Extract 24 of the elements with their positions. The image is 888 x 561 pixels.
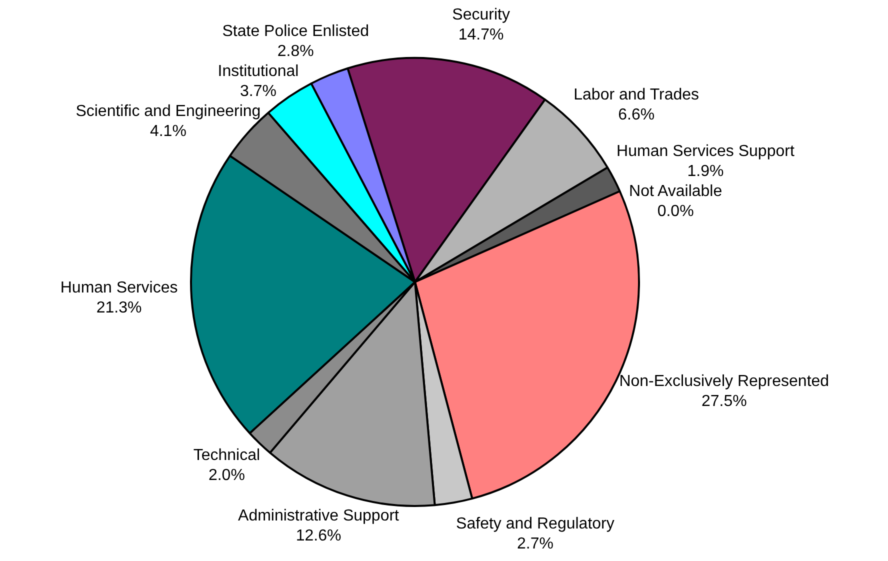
slice-label: State Police Enlisted xyxy=(222,23,369,40)
text: 0.0% xyxy=(657,202,694,220)
slice-label: Labor and Trades xyxy=(574,86,700,104)
category-label: Not Available xyxy=(629,182,722,200)
slice-label: Technical xyxy=(193,447,260,464)
data-label: 21.3% xyxy=(96,300,142,317)
data-label: 4.1% xyxy=(150,123,186,140)
slice-label: Administrative Support xyxy=(238,507,400,524)
slice-label: Non-Exclusively Represented xyxy=(619,373,830,390)
data-label: 1.9% xyxy=(687,162,724,180)
data-label: 14.7% xyxy=(458,26,504,44)
data-label: 2.0% xyxy=(208,467,245,484)
slice-label: Security xyxy=(452,6,510,24)
data-label: 2.8% xyxy=(277,43,314,60)
slice-label: Safety and Regulatory xyxy=(456,516,614,533)
data-label: 27.5% xyxy=(701,393,747,410)
data-label: 6.6% xyxy=(618,106,655,124)
data-label: 2.7% xyxy=(516,536,554,553)
data-label: 3.7% xyxy=(240,83,276,100)
slice-label: Human Services Support xyxy=(616,142,795,160)
slice-label: Human Services xyxy=(60,280,178,297)
data-label: 12.6% xyxy=(296,527,342,544)
slice-label: Scientific and Engineering xyxy=(76,103,261,120)
slice-label: Institutional xyxy=(218,63,299,80)
